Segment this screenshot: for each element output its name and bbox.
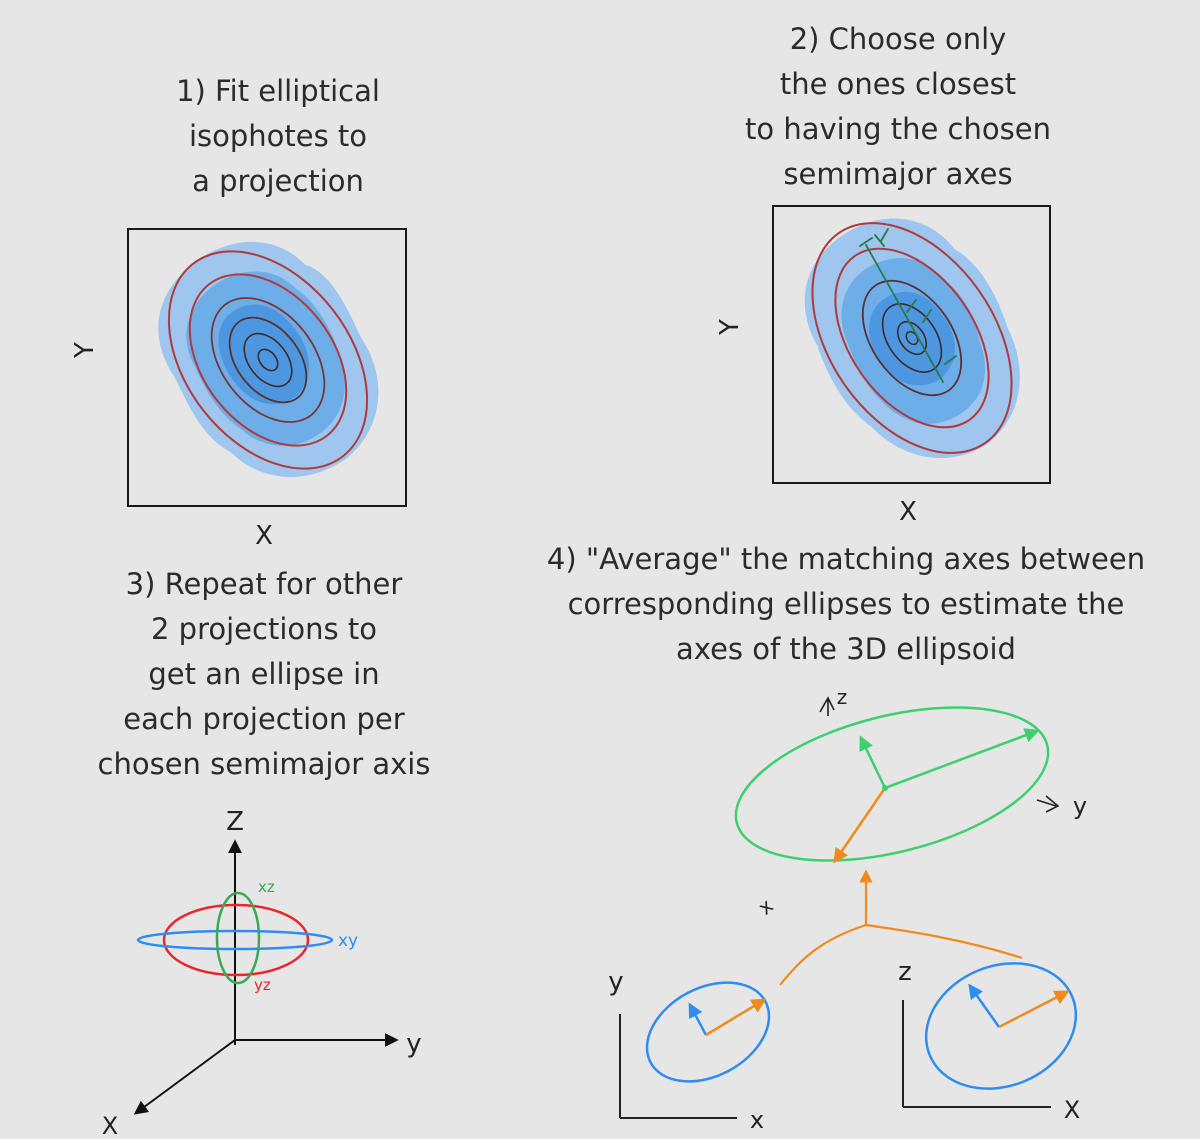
- merge-line: [779, 923, 1023, 986]
- right-minor-axis: [968, 983, 1001, 1028]
- xz-ellipse: [215, 891, 261, 985]
- panel-1-isophote: [167, 250, 369, 470]
- panel-1-isophote: [228, 316, 308, 404]
- panel-1: X Y: [70, 228, 407, 551]
- panel-2-frame: [772, 205, 1051, 484]
- ellipsoid-center: [882, 785, 888, 791]
- yz-label: yz: [254, 976, 271, 994]
- yz-ellipse: [162, 903, 310, 977]
- xz-label: xz: [258, 878, 275, 896]
- right-x-label: X: [1064, 1096, 1080, 1124]
- step-4-caption: 4) "Average" the matching axes between c…: [546, 542, 1146, 666]
- panel-1-blob-inner: [218, 304, 310, 405]
- ellipsoid-depth-axis: [833, 787, 887, 864]
- step-2-caption: 2) Choose only the ones closest to havin…: [745, 22, 1051, 191]
- axes-3d: Z y X xz xy yz: [102, 807, 422, 1139]
- panel-2-blob-inner: [869, 291, 955, 386]
- step-4-diagram: z y x y x z X: [608, 685, 1087, 1134]
- panel-1-xlabel: X: [255, 521, 273, 551]
- panel-2: X Y: [715, 205, 1051, 527]
- axis-y-label: y: [406, 1029, 421, 1059]
- ellipsoid-z-tick: [819, 696, 835, 716]
- step-1-caption: 1) Fit elliptical isophotes to a project…: [176, 74, 380, 198]
- left-minor-axis: [688, 1002, 708, 1036]
- panel-1-isophote: [210, 297, 326, 423]
- xy-ellipse: [136, 929, 334, 951]
- panel-2-isophote: [881, 303, 943, 373]
- left-projection-ellipse: [645, 981, 771, 1083]
- ellipsoid-z-label: z: [837, 685, 848, 709]
- left-y-label: y: [608, 967, 623, 997]
- ellipsoid-minor-axis: [859, 735, 887, 789]
- panel-1-isophote: [243, 332, 293, 388]
- panel-1-ylabel: Y: [70, 342, 100, 359]
- axis-z-label: Z: [226, 807, 244, 837]
- panel-2-ylabel: Y: [715, 319, 745, 336]
- panel-2-isophote: [811, 222, 1013, 454]
- axis-x: [133, 1039, 236, 1115]
- axis-x-label: X: [102, 1112, 118, 1139]
- ellipsoid-y-label: y: [1073, 792, 1087, 820]
- panel-2-isophote: [896, 320, 928, 356]
- ellipsoid-x-label: x: [753, 894, 778, 920]
- panel-1-frame: [127, 228, 407, 507]
- panel-1-isophote: [188, 273, 348, 447]
- panel-2-isophote: [834, 247, 990, 429]
- panel-1-isophote: [257, 348, 279, 372]
- ellipsoid-major-axis: [884, 728, 1040, 790]
- left-x-label: x: [750, 1106, 764, 1134]
- panel-2-semimajor-marks: [859, 228, 957, 383]
- left-major-axis: [705, 998, 767, 1037]
- xy-label: xy: [338, 931, 358, 951]
- ellipsoid-ellipse: [734, 706, 1050, 862]
- right-z-label: z: [898, 957, 912, 987]
- panel-2-isophote: [861, 279, 963, 397]
- step-3-caption: 3) Repeat for other 2 projections to get…: [97, 567, 431, 781]
- ellipsoid-y-tick: [1036, 795, 1060, 813]
- right-projection-ellipse: [924, 962, 1078, 1090]
- right-major-axis: [998, 990, 1070, 1029]
- panel-2-xlabel: X: [899, 497, 917, 527]
